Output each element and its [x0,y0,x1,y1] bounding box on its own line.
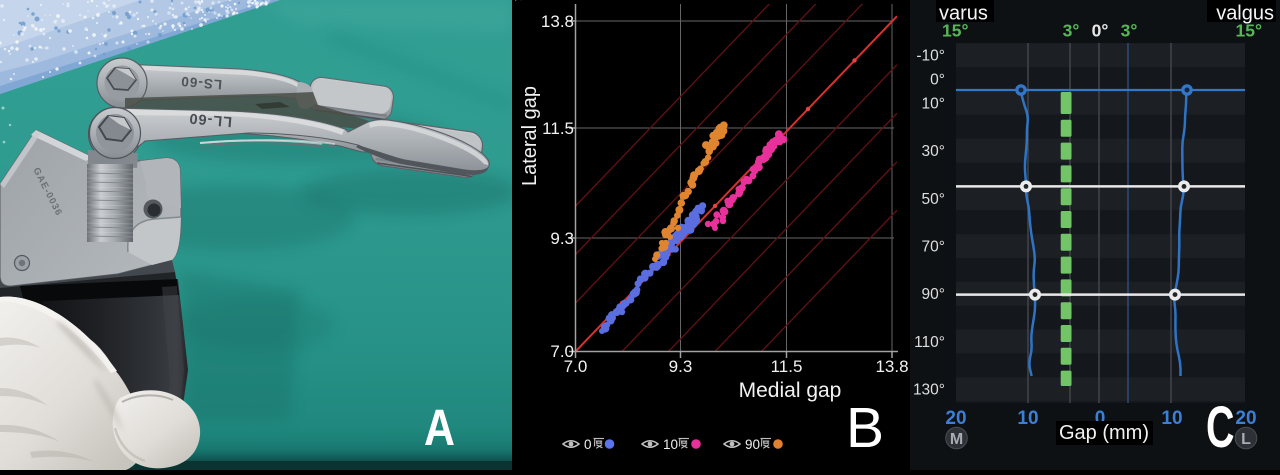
svg-text:Medial gap: Medial gap [739,379,842,402]
svg-text:10: 10 [1161,408,1182,429]
svg-text:C: C [1206,394,1234,459]
svg-text:L: L [1241,431,1251,448]
svg-text:9.3: 9.3 [669,357,693,376]
svg-text:90: 90 [745,437,760,452]
svg-text:30°: 30° [922,143,945,160]
svg-text:Lateral gap: Lateral gap [519,86,541,186]
svg-text:110°: 110° [914,334,945,351]
svg-text:A: A [424,398,455,455]
svg-text:13.8: 13.8 [875,357,908,376]
svg-text:20: 20 [1235,408,1256,429]
svg-text:70°: 70° [922,239,945,256]
svg-text:-10°: -10° [916,48,945,65]
svg-text:50°: 50° [922,191,945,208]
svg-text:10: 10 [663,437,678,452]
svg-text:varus: varus [939,3,988,25]
svg-text:0: 0 [1095,408,1106,429]
svg-text:15°: 15° [1236,21,1262,41]
svg-text:10: 10 [1017,408,1038,429]
svg-text:7.0: 7.0 [564,357,588,376]
svg-text:13.8: 13.8 [541,12,574,31]
svg-text:0: 0 [584,437,592,452]
svg-text:Gap (mm): Gap (mm) [1059,422,1149,444]
svg-text:7.0: 7.0 [550,342,574,361]
svg-text:20: 20 [945,408,966,429]
svg-text:0°: 0° [930,71,945,88]
svg-text:0°: 0° [1092,21,1109,41]
svg-text:B: B [846,396,884,460]
svg-text:3°: 3° [1121,21,1138,41]
svg-text:M: M [950,431,963,448]
svg-text:15°: 15° [942,21,968,41]
svg-text:LL-60: LL-60 [188,110,233,130]
svg-text:9.3: 9.3 [550,229,574,248]
svg-text:11.5: 11.5 [771,357,803,376]
svg-text:3°: 3° [1063,21,1080,41]
svg-text:10°: 10° [922,95,945,112]
svg-text:130°: 130° [913,382,945,399]
svg-text:11.5: 11.5 [542,119,574,138]
svg-text:LS-60: LS-60 [180,74,223,93]
svg-text:90°: 90° [922,286,945,303]
svg-text:valgus: valgus [1216,3,1274,25]
